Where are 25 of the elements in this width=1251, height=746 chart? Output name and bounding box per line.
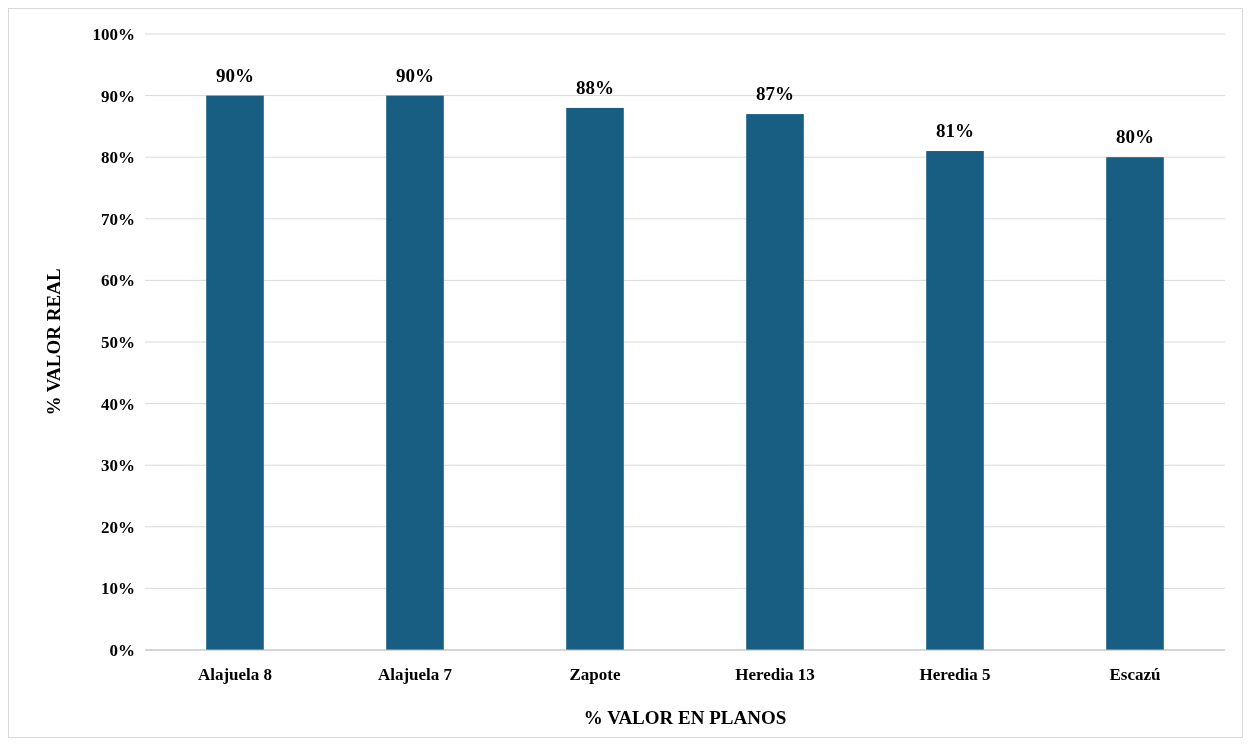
x-axis-title: % VALOR EN PLANOS bbox=[583, 707, 787, 728]
y-tick-label: 10% bbox=[101, 579, 135, 599]
data-label: 90% bbox=[396, 64, 434, 86]
y-tick-label: 20% bbox=[101, 517, 135, 537]
data-label: 90% bbox=[216, 64, 254, 86]
data-label: 88% bbox=[576, 76, 614, 98]
y-tick-label: 60% bbox=[101, 271, 135, 291]
y-tick-label: 70% bbox=[101, 209, 135, 229]
x-tick-label: Alajuela 8 bbox=[197, 665, 273, 684]
y-tick-label: 100% bbox=[92, 24, 135, 44]
y-axis-title: % VALOR REAL bbox=[43, 268, 64, 416]
y-tick-label: 40% bbox=[101, 394, 135, 414]
x-tick-label: Zapote bbox=[569, 665, 621, 684]
y-tick-label: 50% bbox=[101, 332, 135, 352]
x-tick-label: Heredia 5 bbox=[919, 665, 991, 684]
data-label: 80% bbox=[1116, 126, 1154, 148]
x-tick-label: Alajuela 7 bbox=[377, 665, 453, 684]
y-tick-label: 30% bbox=[101, 456, 135, 476]
y-tick-label: 80% bbox=[101, 148, 135, 168]
data-label: 81% bbox=[936, 120, 974, 142]
data-label: 87% bbox=[756, 83, 794, 105]
x-tick-label: Escazú bbox=[1109, 665, 1161, 684]
x-tick-label: Heredia 13 bbox=[735, 665, 815, 684]
y-tick-label: 0% bbox=[109, 640, 135, 660]
y-tick-label: 90% bbox=[101, 86, 135, 106]
